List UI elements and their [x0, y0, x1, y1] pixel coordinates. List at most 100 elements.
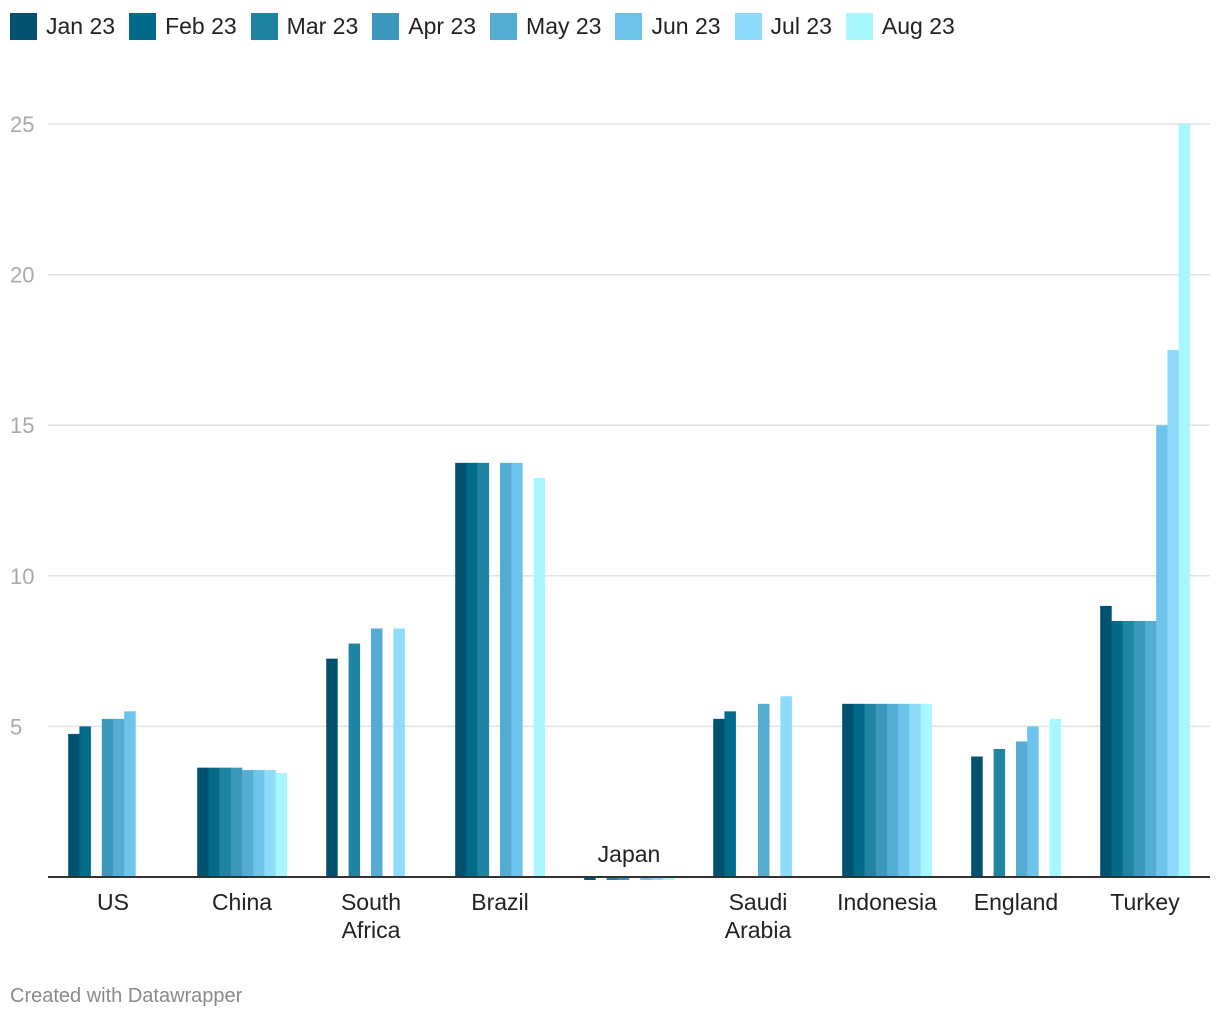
legend-swatch — [10, 12, 37, 40]
bar — [993, 748, 1006, 877]
bar — [1178, 124, 1191, 877]
bar — [197, 767, 209, 877]
bar — [1100, 605, 1112, 877]
y-tick-label: 10 — [10, 564, 34, 589]
legend-swatch — [490, 12, 518, 40]
category-label: South — [341, 889, 401, 915]
category-label: Arabia — [725, 917, 792, 943]
bar — [584, 877, 596, 881]
legend-swatch — [845, 12, 873, 40]
category-label: Turkey — [1110, 889, 1180, 915]
bar — [242, 770, 254, 877]
bar — [500, 462, 512, 877]
bar — [113, 718, 125, 877]
bar — [326, 658, 338, 877]
bar — [79, 726, 91, 877]
category-label: Japan — [598, 841, 661, 867]
bar — [253, 770, 265, 877]
legend-swatch — [615, 12, 643, 40]
bar — [371, 628, 383, 877]
legend-item: Aug 23 — [845, 12, 955, 40]
bar — [348, 643, 361, 877]
legend-item: Jul 23 — [734, 12, 832, 40]
bar — [909, 703, 921, 877]
legend-swatch — [129, 12, 157, 40]
legend-swatch — [372, 12, 400, 40]
bar — [1133, 620, 1146, 877]
legend-item: Mar 23 — [250, 12, 359, 40]
bar — [898, 703, 910, 877]
bar — [640, 877, 652, 881]
bar — [780, 696, 792, 877]
bar — [511, 462, 523, 877]
category-label: Africa — [342, 917, 401, 943]
legend-item: Apr 23 — [372, 12, 477, 40]
bar — [875, 703, 888, 877]
bar — [1111, 620, 1123, 877]
category-label: China — [212, 889, 272, 915]
legend-swatch — [250, 12, 278, 40]
y-tick-label: 20 — [10, 263, 34, 288]
category-label: Saudi — [729, 889, 788, 915]
legend-label: Aug 23 — [881, 12, 955, 39]
gridlines: 5 10 15 20 25 — [10, 112, 1210, 739]
legend-item: Jan 23 — [10, 12, 116, 40]
bar — [1027, 726, 1039, 877]
bar — [920, 703, 933, 877]
datawrapper-credit: Created with Datawrapper — [10, 985, 243, 1007]
legend-label: Jun 23 — [651, 12, 721, 39]
bar — [275, 773, 288, 877]
bar — [124, 711, 136, 877]
bar — [101, 718, 114, 877]
legend-swatch — [734, 12, 762, 40]
bar — [533, 477, 546, 877]
bar — [1122, 620, 1135, 877]
bar — [455, 462, 467, 877]
legend-label: Mar 23 — [286, 12, 359, 39]
bar — [842, 703, 854, 877]
bars — [68, 124, 1191, 881]
bar — [1156, 425, 1168, 877]
y-tick-label: 25 — [10, 112, 34, 137]
bar — [662, 877, 675, 881]
bar — [393, 628, 405, 877]
bar — [466, 462, 478, 877]
bar — [1016, 741, 1028, 877]
category-label: Indonesia — [837, 889, 937, 915]
category-label: US — [97, 889, 129, 915]
legend-label: May 23 — [526, 12, 602, 39]
bar — [864, 703, 877, 877]
bar — [1049, 718, 1062, 877]
bar — [853, 703, 865, 877]
bar — [1145, 620, 1157, 877]
bar — [208, 767, 220, 877]
legend-item: May 23 — [490, 12, 602, 40]
bar — [606, 877, 619, 881]
y-tick-label: 15 — [10, 413, 34, 438]
bar — [264, 770, 276, 877]
legend-label: Apr 23 — [408, 12, 477, 39]
bar — [971, 756, 983, 877]
legend-item: Feb 23 — [129, 12, 237, 40]
bar — [724, 711, 736, 877]
bar — [219, 767, 232, 877]
chart-legend: Jan 23 Feb 23 Mar 23 Apr 23 May 23 Jun 23 Jul … — [10, 10, 969, 42]
legend-label: Feb 23 — [165, 12, 237, 39]
legend-label: Jan 23 — [46, 12, 116, 39]
bar — [477, 462, 490, 877]
bar — [230, 767, 243, 877]
bar — [887, 703, 899, 877]
bar — [1167, 349, 1179, 877]
y-tick-label: 5 — [10, 714, 22, 739]
bar — [617, 877, 630, 881]
category-label: Brazil — [471, 889, 529, 915]
bar — [651, 877, 663, 881]
legend-label: Jul 23 — [770, 12, 832, 39]
bar — [68, 733, 80, 877]
legend-item: Jun 23 — [615, 12, 721, 40]
bar — [758, 703, 770, 877]
category-label: England — [974, 889, 1058, 915]
bar — [713, 718, 725, 877]
